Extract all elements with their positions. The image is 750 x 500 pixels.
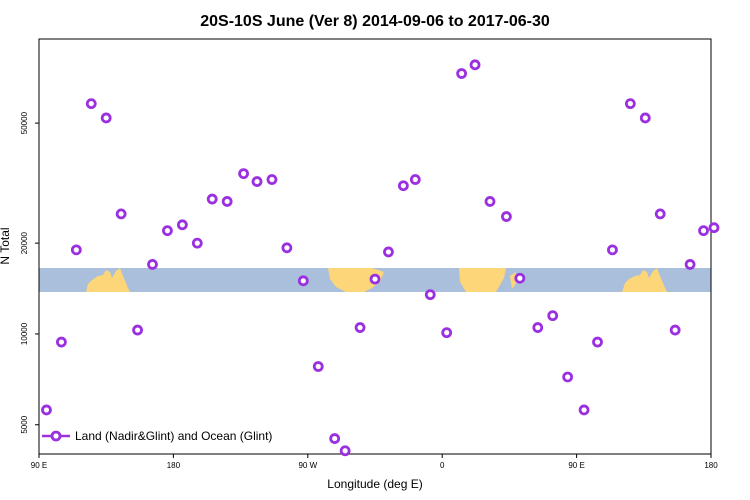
x-tick-label: 90 W (298, 461, 317, 470)
data-point (56, 336, 67, 348)
data-point (547, 310, 559, 322)
data-point (312, 361, 324, 372)
data-point (441, 327, 453, 339)
data-point (639, 112, 651, 124)
data-point (85, 98, 97, 110)
data-point (221, 196, 233, 207)
data-point (369, 273, 381, 285)
y-tick-label: 20000 (20, 231, 29, 254)
data-point (624, 98, 636, 110)
y-tick-label: 5000 (20, 415, 29, 433)
data-point (339, 445, 351, 457)
data-point (191, 237, 203, 249)
x-tick-label: 0 (440, 461, 445, 470)
data-point (397, 180, 409, 192)
y-axis: 5000 10000 20000 50000 (20, 111, 39, 434)
data-point (698, 225, 709, 237)
data-point (592, 336, 603, 348)
x-tick-label: 90 E (31, 461, 47, 470)
data-point (578, 404, 590, 416)
data-point (469, 59, 481, 71)
plot-frame (38, 38, 712, 455)
land-africa (459, 268, 506, 292)
data-point (162, 225, 173, 237)
land-south-america (328, 268, 384, 292)
data-point (354, 322, 366, 333)
map-band (39, 268, 711, 292)
y-axis-label: N Total (0, 227, 12, 264)
y-tick-label: 10000 (20, 322, 29, 345)
legend: Land (Nadir&Glint) and Ocean (Glint) (42, 429, 272, 443)
data-point (176, 219, 188, 231)
data-point (281, 242, 293, 254)
data-point (654, 208, 666, 220)
data-point (266, 174, 278, 185)
x-tick-label: 90 E (568, 461, 584, 470)
data-point (708, 222, 720, 234)
data-point (251, 176, 263, 187)
x-axis-label: Longitude (deg E) (327, 477, 422, 491)
chart-title: 20S-10S June (Ver 8) 2014-09-06 to 2017-… (200, 13, 550, 30)
data-point (383, 246, 394, 258)
land-australia-2 (622, 268, 667, 292)
x-axis: 90 E 180 90 W 0 90 E 180 (31, 454, 718, 470)
data-point (669, 324, 681, 336)
data-point (409, 174, 421, 185)
data-point (501, 211, 512, 222)
data-point (41, 404, 52, 416)
data-point (532, 322, 544, 333)
data-point (562, 371, 574, 383)
legend-label: Land (Nadir&Glint) and Ocean (Glint) (75, 429, 272, 443)
data-point (484, 196, 496, 207)
data-point (115, 208, 127, 220)
data-point (132, 324, 143, 336)
data-point (514, 272, 526, 284)
data-point (147, 259, 158, 270)
land-australia (86, 268, 130, 292)
data-point (684, 259, 696, 270)
data-points (41, 59, 720, 457)
data-point (238, 168, 249, 180)
data-point (424, 289, 436, 301)
legend-marker (50, 430, 62, 442)
data-point (456, 68, 468, 79)
data-point (100, 112, 112, 124)
y-tick-label: 50000 (20, 111, 29, 134)
data-point (329, 433, 341, 444)
data-point (206, 193, 218, 205)
x-tick-label: 180 (704, 461, 718, 470)
data-point (70, 244, 82, 256)
data-point (607, 244, 618, 256)
x-tick-label: 180 (167, 461, 181, 470)
data-point (297, 275, 309, 287)
